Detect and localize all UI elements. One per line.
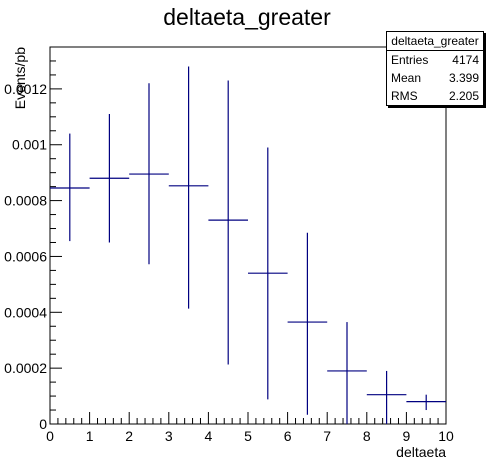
y-tick-label: 0.0002 [4, 360, 47, 376]
x-tick-label: 5 [244, 428, 252, 444]
stats-row-mean: Mean 3.399 [387, 69, 483, 87]
x-tick-label: 1 [86, 428, 94, 444]
histogram-bin [50, 133, 90, 242]
y-tick-label: 0.0012 [4, 81, 47, 97]
x-tick-label: 8 [363, 428, 371, 444]
stats-entries-label: Entries [391, 53, 429, 67]
histogram-bin [168, 66, 209, 309]
chart-title: deltaeta_greater [163, 4, 331, 30]
y-axis-label: Events/pb [12, 47, 28, 109]
y-tick-label: 0.0008 [4, 193, 47, 209]
histogram-bin [208, 80, 248, 365]
stats-row-entries: Entries 4174 [387, 51, 483, 69]
x-tick-label: 9 [403, 428, 411, 444]
y-tick-label: 0.0006 [4, 248, 47, 264]
histogram-bins [50, 66, 446, 424]
stats-rms-label: RMS [391, 89, 418, 103]
x-axis-label: deltaeta [396, 444, 446, 460]
y-tick-label: 0.001 [12, 137, 47, 153]
x-tick-label: 6 [284, 428, 292, 444]
stats-entries-value: 4174 [452, 53, 479, 67]
x-axis-ticks: 0 1 2 3 4 5 6 7 8 9 10 [46, 412, 454, 444]
stats-box-title: deltaeta_greater [387, 32, 483, 51]
y-axis-ticks: 0 0.0002 0.0004 0.0006 0.0008 0.001 0.0012 [4, 46, 62, 432]
x-tick-label: 10 [438, 428, 454, 444]
histogram-bin [406, 394, 446, 411]
stats-mean-value: 3.399 [448, 71, 479, 85]
stats-mean-label: Mean [391, 71, 422, 85]
x-tick-label: 4 [205, 428, 213, 444]
x-tick-label: 7 [323, 428, 331, 444]
stats-box: deltaeta_greater Entries 4174 Mean 3.399… [386, 31, 484, 106]
y-tick-label: 0.0004 [4, 304, 47, 320]
histogram-bin [366, 370, 407, 424]
histogram-bin [248, 147, 288, 400]
y-tick-label: 0 [39, 416, 47, 432]
histogram-bin [287, 232, 328, 415]
stats-row-rms: RMS 2.205 [387, 87, 483, 105]
stats-rms-value: 2.205 [448, 89, 479, 103]
x-tick-label: 0 [46, 428, 54, 444]
histogram-bin [327, 322, 367, 424]
x-tick-label: 2 [125, 428, 133, 444]
histogram-bin [89, 114, 130, 243]
histogram-bin [129, 83, 169, 265]
x-tick-label: 3 [165, 428, 173, 444]
